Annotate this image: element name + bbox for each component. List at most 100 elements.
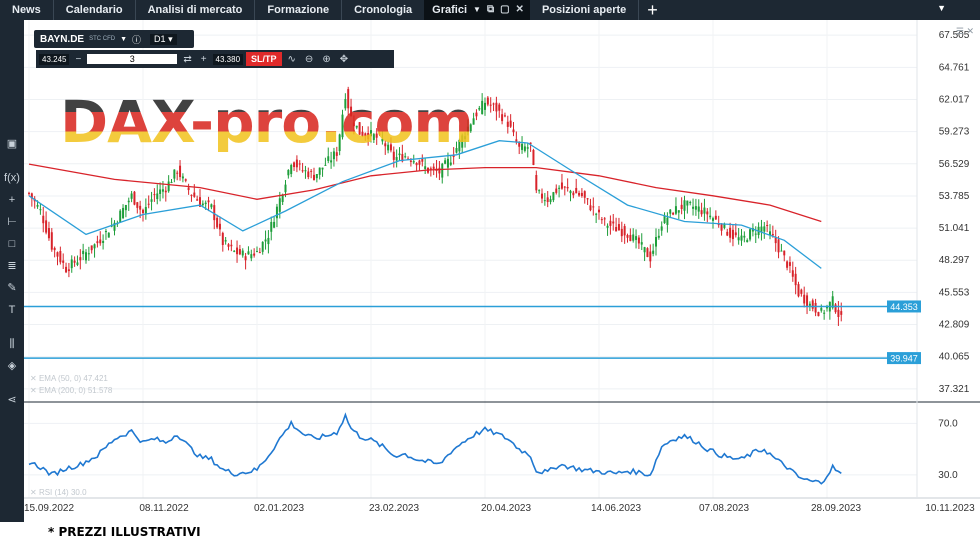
chart-settings-icon[interactable]: ☰ ✕ bbox=[955, 26, 974, 36]
rectangle-icon[interactable]: □ bbox=[8, 238, 16, 250]
candle-body bbox=[378, 133, 381, 135]
candle-body bbox=[626, 235, 629, 238]
crosshair-icon[interactable]: + bbox=[8, 194, 16, 206]
candle-body bbox=[150, 199, 153, 202]
candle-body bbox=[90, 245, 93, 251]
candle-body bbox=[327, 156, 330, 161]
candle-body bbox=[583, 191, 586, 198]
candle-body bbox=[79, 257, 82, 261]
chevron-down-icon[interactable]: ▼ bbox=[120, 35, 128, 43]
tab-analisi[interactable]: Analisi di mercato bbox=[147, 4, 243, 16]
candle-body bbox=[184, 179, 187, 181]
tab-grafici-label: Grafici bbox=[432, 4, 468, 16]
candle-body bbox=[310, 170, 313, 172]
candle-body bbox=[506, 121, 509, 127]
candle-body bbox=[834, 304, 837, 313]
fibonacci-icon[interactable]: ≣ bbox=[7, 260, 17, 272]
close-icon[interactable]: ✕ bbox=[515, 4, 524, 15]
candle-body bbox=[147, 203, 150, 205]
line-tool-icon[interactable]: ⊢ bbox=[7, 216, 17, 228]
price-chart[interactable]: 44.353 39.947 67.505 64.761 62.017 59.273 56.5… bbox=[24, 20, 980, 522]
candle-body bbox=[415, 163, 418, 166]
layers-icon[interactable]: ◈ bbox=[7, 360, 17, 372]
candle-body bbox=[800, 289, 803, 294]
swap-icon[interactable]: ⇄ bbox=[183, 53, 192, 65]
window-icon[interactable]: ▣ bbox=[6, 138, 18, 150]
text-tool-icon[interactable]: T bbox=[8, 304, 16, 316]
candle-body bbox=[464, 136, 467, 140]
candle-body bbox=[720, 224, 723, 231]
popout-icon[interactable]: ⧉ bbox=[486, 4, 495, 15]
info-icon[interactable]: ⓘ bbox=[132, 34, 142, 45]
candle-body bbox=[412, 161, 415, 163]
function-icon[interactable]: f(x) bbox=[4, 172, 20, 184]
tab-calendario[interactable]: Calendario bbox=[65, 4, 123, 16]
candle-body bbox=[617, 224, 620, 231]
candle-body bbox=[723, 223, 726, 228]
ema200-legend: ✕ EMA (200, 0) 51.578 bbox=[30, 386, 113, 395]
candle-body bbox=[609, 220, 612, 226]
candle-body bbox=[717, 223, 720, 226]
candle-body bbox=[181, 176, 184, 179]
tab-posizioni-aperte[interactable]: Posizioni aperte bbox=[541, 4, 627, 16]
candle-body bbox=[652, 250, 655, 254]
candle-body bbox=[655, 237, 657, 247]
minus-icon[interactable]: − bbox=[75, 53, 82, 65]
level-badge bbox=[887, 300, 921, 313]
chart-area[interactable]: 44.353 39.947 67.505 64.761 62.017 59.273 56.5… bbox=[24, 20, 980, 522]
line-chart-icon[interactable]: ∿ bbox=[287, 53, 296, 65]
tab-cronologia[interactable]: Cronologia bbox=[354, 4, 413, 16]
candle-body bbox=[227, 244, 230, 247]
candle-body bbox=[113, 222, 116, 231]
candle-body bbox=[458, 139, 461, 152]
candle-body bbox=[760, 226, 763, 232]
add-tab-icon[interactable]: + bbox=[647, 0, 658, 20]
share-icon[interactable]: ⋖ bbox=[7, 394, 17, 406]
candle-body bbox=[484, 102, 486, 110]
tab-news[interactable]: News bbox=[12, 4, 41, 16]
move-icon[interactable]: ✥ bbox=[339, 53, 349, 65]
tab-grafici[interactable]: Grafici ▼ ⧉ ▢ ✕ bbox=[424, 0, 530, 20]
candles-icon[interactable]: ⫼ bbox=[9, 338, 15, 350]
candle-body bbox=[677, 210, 680, 213]
candle-body bbox=[612, 221, 615, 224]
price-tick-label: 56.529 bbox=[939, 159, 970, 170]
candle-body bbox=[122, 207, 125, 219]
zoom-in-icon[interactable]: ⊕ bbox=[322, 53, 331, 65]
plus-icon[interactable]: + bbox=[200, 53, 207, 65]
price-tick-label: 59.273 bbox=[939, 127, 970, 138]
pen-icon[interactable]: ✎ bbox=[7, 282, 17, 294]
candle-body bbox=[344, 99, 347, 109]
chevron-down-icon[interactable]: ▼ bbox=[473, 5, 481, 14]
candle-body bbox=[503, 115, 506, 117]
sell-price-button[interactable]: 43.245 bbox=[39, 53, 70, 65]
chevron-down-icon[interactable]: ▼ bbox=[937, 3, 946, 13]
instrument-type: STC CFD bbox=[89, 36, 116, 42]
candle-body bbox=[452, 154, 455, 158]
timeframe-select[interactable]: D1 ▾ bbox=[150, 33, 177, 45]
candle-body bbox=[529, 142, 532, 145]
candle-body bbox=[187, 187, 190, 191]
tile-icon[interactable]: ▢ bbox=[500, 4, 510, 15]
quantity-input[interactable]: 3 bbox=[87, 54, 178, 64]
buy-price-button[interactable]: 43.380 bbox=[212, 53, 244, 65]
candle-body bbox=[404, 156, 407, 158]
level-badge bbox=[887, 352, 921, 365]
candle-body bbox=[352, 122, 355, 127]
zoom-out-icon[interactable]: ⊖ bbox=[304, 53, 314, 65]
candle-body bbox=[315, 173, 318, 179]
candle-body bbox=[290, 165, 293, 175]
candle-body bbox=[281, 194, 284, 202]
sltp-button[interactable]: SL/TP bbox=[246, 52, 282, 66]
candle-body bbox=[509, 120, 512, 127]
candle-body bbox=[575, 187, 578, 194]
candle-body bbox=[210, 204, 213, 208]
candle-body bbox=[62, 260, 65, 263]
candle-body bbox=[176, 172, 179, 174]
instrument-selector[interactable]: BAYN.DE STC CFD ▼ ⓘ D1 ▾ bbox=[34, 30, 194, 48]
candle-body bbox=[421, 158, 424, 162]
candle-body bbox=[586, 198, 589, 200]
x-tick-label: 28.09.2023 bbox=[811, 503, 861, 514]
tab-formazione[interactable]: Formazione bbox=[267, 4, 330, 16]
candle-body bbox=[823, 312, 826, 314]
